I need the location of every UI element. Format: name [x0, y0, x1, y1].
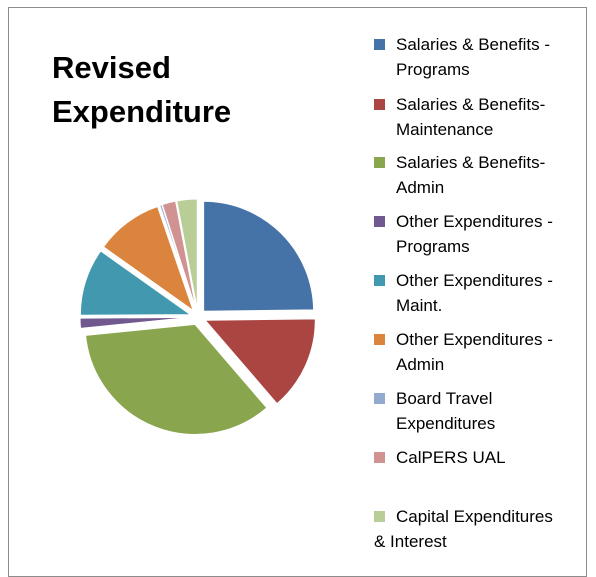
legend-label: Capital Expenditures & Interest [374, 507, 553, 551]
legend-label: Salaries & Benefits - Programs [396, 35, 551, 79]
pie-slice [159, 204, 196, 310]
pie-slice [79, 316, 191, 329]
legend-swatch [374, 216, 385, 227]
legend-label: Salaries & Benefits- Maintenance [396, 95, 546, 139]
chart-title: Revised Expenditure [52, 50, 232, 129]
legend-swatch [374, 99, 385, 110]
legend-label: Salaries & Benefits- Admin [396, 153, 546, 197]
legend-swatch [374, 39, 385, 50]
pie-slice [85, 323, 268, 435]
legend-label: CalPERS UAL [396, 448, 506, 467]
legend-swatch [374, 393, 385, 404]
legend-label: Other Expenditures - Maint. [396, 271, 553, 315]
legend-swatch [374, 157, 385, 168]
legend-label: Other Expenditures - Programs [396, 212, 553, 256]
pie-slice [203, 200, 315, 312]
pie-slice [102, 205, 195, 312]
legend-swatch [374, 334, 385, 345]
legend-swatch [374, 452, 385, 463]
pie-slice [79, 250, 192, 316]
legend-swatch [374, 275, 385, 286]
legend-label: Other Expenditures - Admin [396, 330, 553, 374]
pie-slice [161, 200, 197, 310]
legend-label: Board Travel Expenditures [396, 389, 496, 433]
legend-swatch [374, 511, 385, 522]
pie-slice [204, 318, 316, 405]
pie-slice [176, 198, 198, 310]
